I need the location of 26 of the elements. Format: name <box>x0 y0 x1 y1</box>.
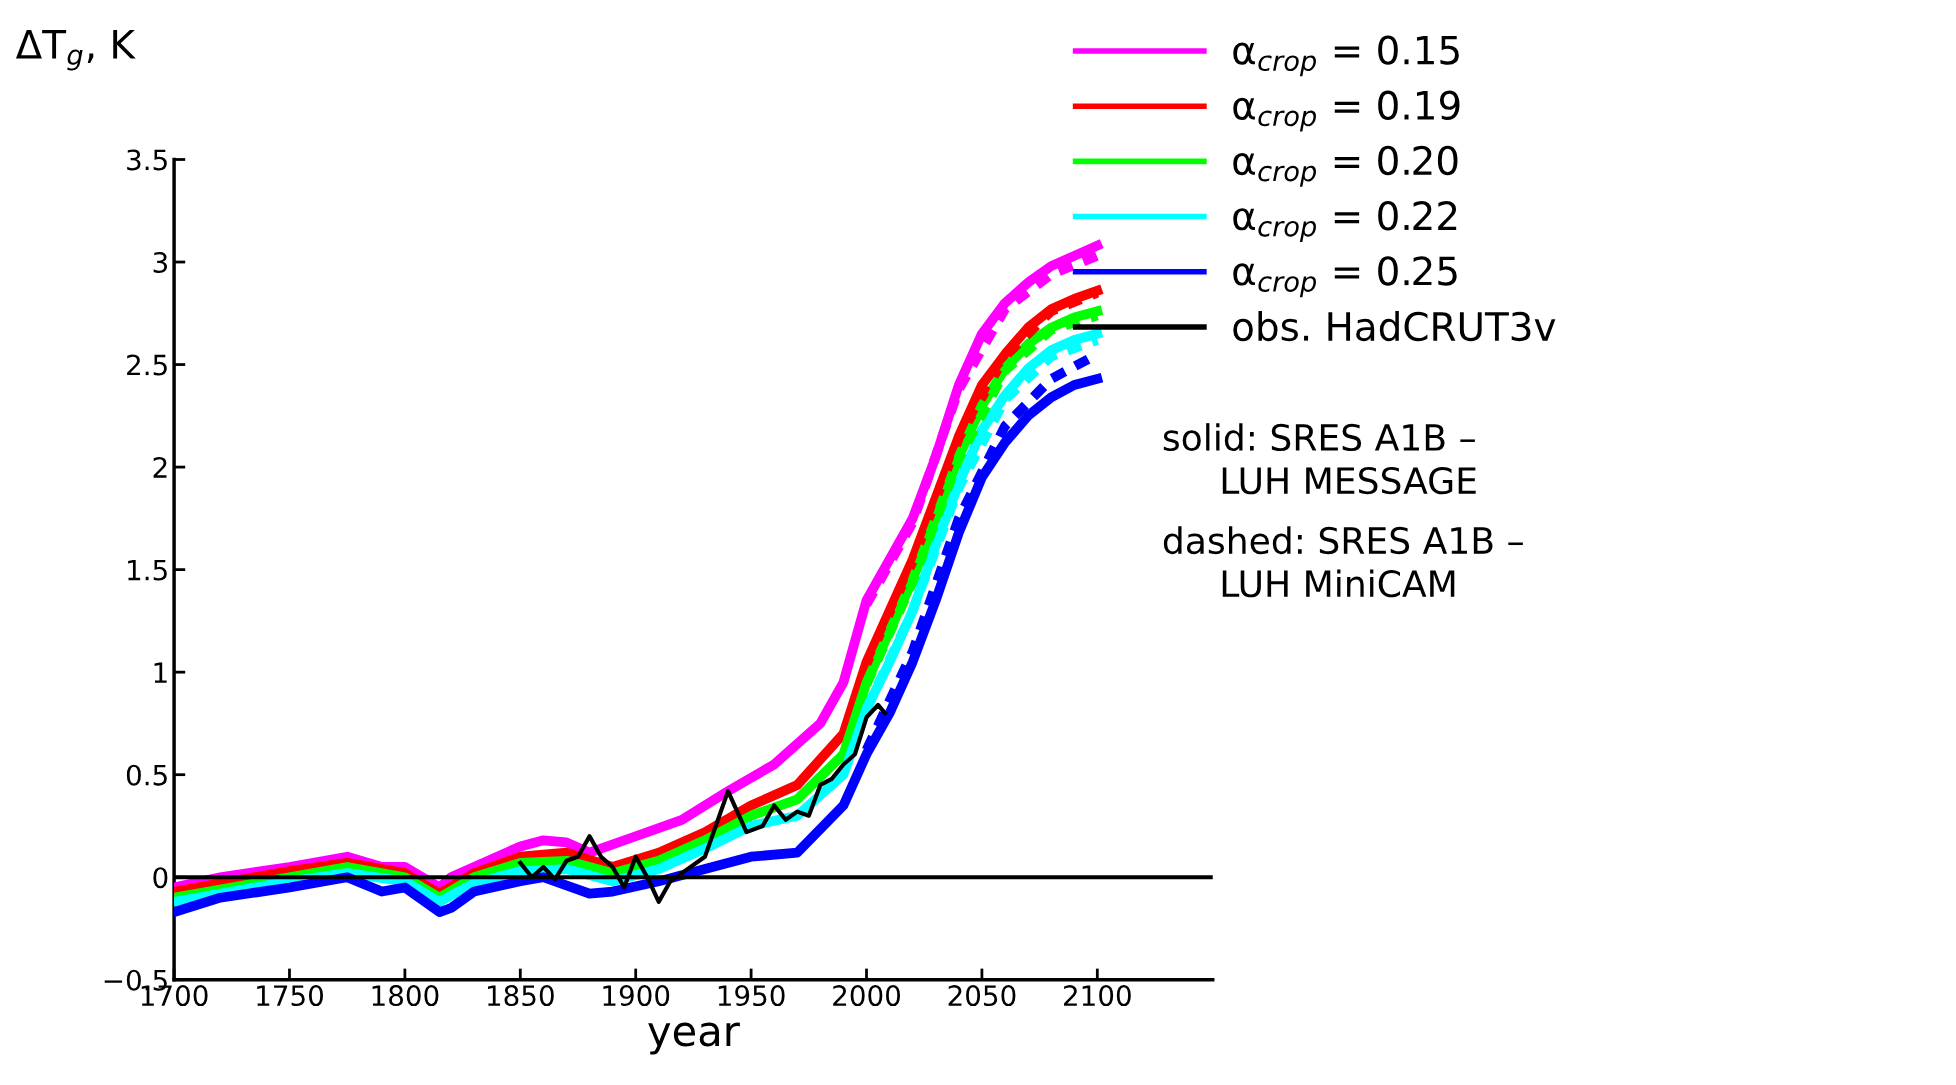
y-tick-label: 3 <box>153 251 167 273</box>
y-tick-label: 1.5 <box>128 559 167 581</box>
y-tick-label: 0.5 <box>126 764 167 786</box>
legend-label: obs. HadCRUT3v <box>1233 311 1556 342</box>
x-tick-label: 1950 <box>718 985 785 1007</box>
x-tick-label: 1900 <box>603 985 670 1007</box>
legend-label: α$_{crop}$ = 0.19 <box>1233 90 1460 132</box>
y-tick-label: 2.5 <box>127 354 167 376</box>
x-axis-title: year <box>648 1022 740 1055</box>
x-tick-label: 2000 <box>833 985 901 1007</box>
y-tick-label: 0 <box>153 867 168 889</box>
y-tick-label: 3.5 <box>127 149 167 171</box>
x-tick-label: 2100 <box>1064 985 1131 1007</box>
x-tick-label: 2050 <box>948 985 1016 1007</box>
y-axis-title: ΔT$_{g}$, K <box>15 30 136 71</box>
annotation: dashed: SRES A1B – LUH MiniCAM <box>1163 526 1523 598</box>
legend-label: α$_{crop}$ = 0.25 <box>1233 256 1457 298</box>
legend-label: α$_{crop}$ = 0.20 <box>1233 145 1458 187</box>
legend-label: α$_{crop}$ = 0.22 <box>1233 201 1457 242</box>
x-tick-label: 1800 <box>372 985 439 1007</box>
x-tick-label: 1850 <box>488 985 554 1007</box>
y-tick-label: 2 <box>153 457 167 478</box>
y-tick-label: 1 <box>154 662 167 683</box>
x-tick-label: 1750 <box>257 985 323 1007</box>
annotation: solid: SRES A1B – LUH MESSAGE <box>1163 423 1476 495</box>
legend-label: α$_{crop}$ = 0.15 <box>1233 35 1459 77</box>
